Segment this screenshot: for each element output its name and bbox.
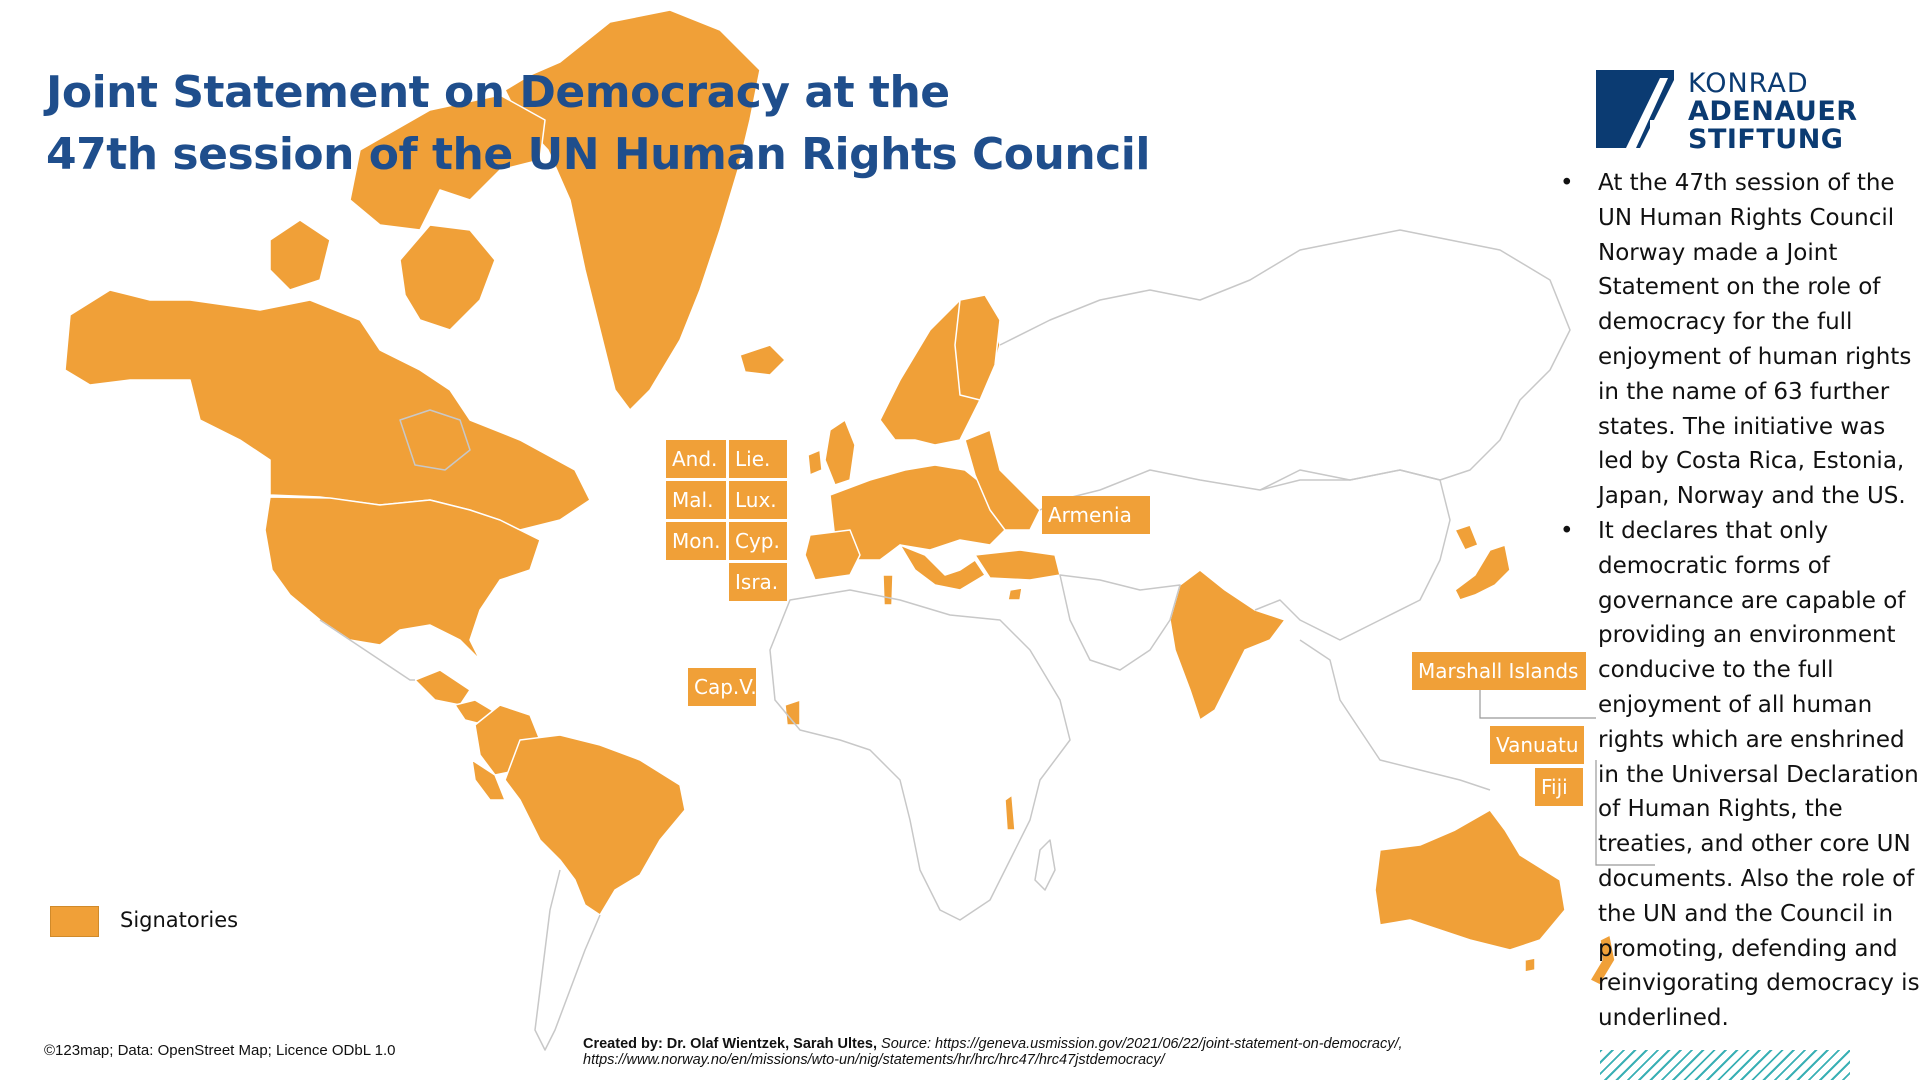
- map-copyright: ©123map; Data: OpenStreet Map; Licence O…: [44, 1042, 396, 1059]
- label-cape-verde: Cap.V.: [688, 668, 757, 706]
- ghana: [784, 699, 801, 726]
- usa: [264, 496, 541, 661]
- bullet-1: At the 47th session of the UN Human Righ…: [1560, 166, 1920, 514]
- label-monaco: Mon.: [666, 522, 726, 560]
- source-credit: Created by: Dr. Olaf Wientzek, Sarah Ult…: [583, 1036, 1403, 1068]
- baltics-ukraine: [964, 429, 1041, 531]
- middle-east-outline: [1059, 574, 1181, 671]
- created-by: Created by: Dr. Olaf Wientzek, Sarah Ult…: [583, 1036, 877, 1052]
- iberia: [804, 529, 861, 581]
- label-vanuatu: Vanuatu: [1490, 726, 1584, 764]
- malta-cyprus-israel: [1007, 587, 1023, 601]
- south-korea: [1454, 524, 1479, 551]
- malawi: [1004, 794, 1016, 831]
- canada: [64, 289, 591, 531]
- logo-line-1: KONRAD: [1688, 68, 1809, 99]
- mexico-outline: [319, 619, 415, 681]
- kas-logo-text: KONRAD ADENAUER STIFTUNG: [1688, 70, 1858, 154]
- peru: [471, 759, 506, 801]
- label-andorra: And.: [666, 440, 726, 478]
- italy-balkans: [899, 544, 986, 591]
- label-marshall-islands: Marshall Islands: [1412, 652, 1586, 690]
- australia: [1374, 809, 1566, 951]
- china-outline: [1254, 469, 1451, 641]
- logo-line-2: ADENAUER: [1688, 96, 1858, 127]
- leader-marshall: [1479, 690, 1596, 719]
- canada-islands-west: [269, 219, 331, 291]
- russia-outline: [999, 229, 1571, 511]
- title-line-1: Joint Statement on Democracy at the: [46, 67, 950, 118]
- tunisia: [882, 574, 894, 606]
- label-malta: Mal.: [666, 481, 726, 519]
- label-luxembourg: Lux.: [729, 481, 787, 519]
- label-israel: Isra.: [729, 563, 787, 601]
- turkey: [974, 549, 1061, 581]
- legend-label: Signatories: [120, 908, 239, 932]
- madagascar-outline: [1034, 839, 1056, 891]
- title-line-2: 47th session of the UN Human Rights Coun…: [46, 129, 1150, 180]
- bullet-2: It declares that only democratic forms o…: [1560, 514, 1920, 1036]
- africa-outline: [769, 589, 1071, 921]
- arctic-islands: [349, 94, 546, 231]
- tasmania: [1524, 957, 1536, 973]
- brazil: [504, 734, 686, 916]
- kas-logo: KONRAD ADENAUER STIFTUNG: [1596, 70, 1857, 154]
- uk: [824, 419, 856, 486]
- india: [1169, 569, 1286, 721]
- ireland: [807, 449, 823, 476]
- page-title: Joint Statement on Democracy at the 47th…: [46, 62, 1150, 186]
- label-armenia: Armenia: [1042, 496, 1150, 534]
- alaska-hudson: [399, 409, 471, 471]
- south-america-south-outline: [534, 869, 601, 1051]
- decorative-hatch: [1600, 1050, 1850, 1080]
- finland: [954, 294, 1001, 401]
- label-cyprus: Cyp.: [729, 522, 787, 560]
- iceland: [739, 344, 786, 376]
- japan: [1454, 544, 1511, 601]
- western-europe: [829, 464, 1011, 561]
- kas-logo-mark-icon: [1596, 70, 1674, 148]
- label-fiji: Fiji: [1535, 768, 1583, 806]
- legend-swatch: [50, 906, 99, 937]
- baffin-island: [399, 224, 496, 331]
- logo-line-3: STIFTUNG: [1688, 124, 1844, 155]
- source-line-1: Source: https://geneva.usmission.gov/202…: [881, 1036, 1403, 1052]
- label-liechtenstein: Lie.: [729, 440, 787, 478]
- guatemala-honduras: [414, 669, 471, 706]
- southeast-asia-outline: [1299, 639, 1491, 791]
- info-bullets: At the 47th session of the UN Human Righ…: [1560, 166, 1920, 1036]
- source-line-2: https://www.norway.no/en/missions/wto-un…: [583, 1052, 1165, 1068]
